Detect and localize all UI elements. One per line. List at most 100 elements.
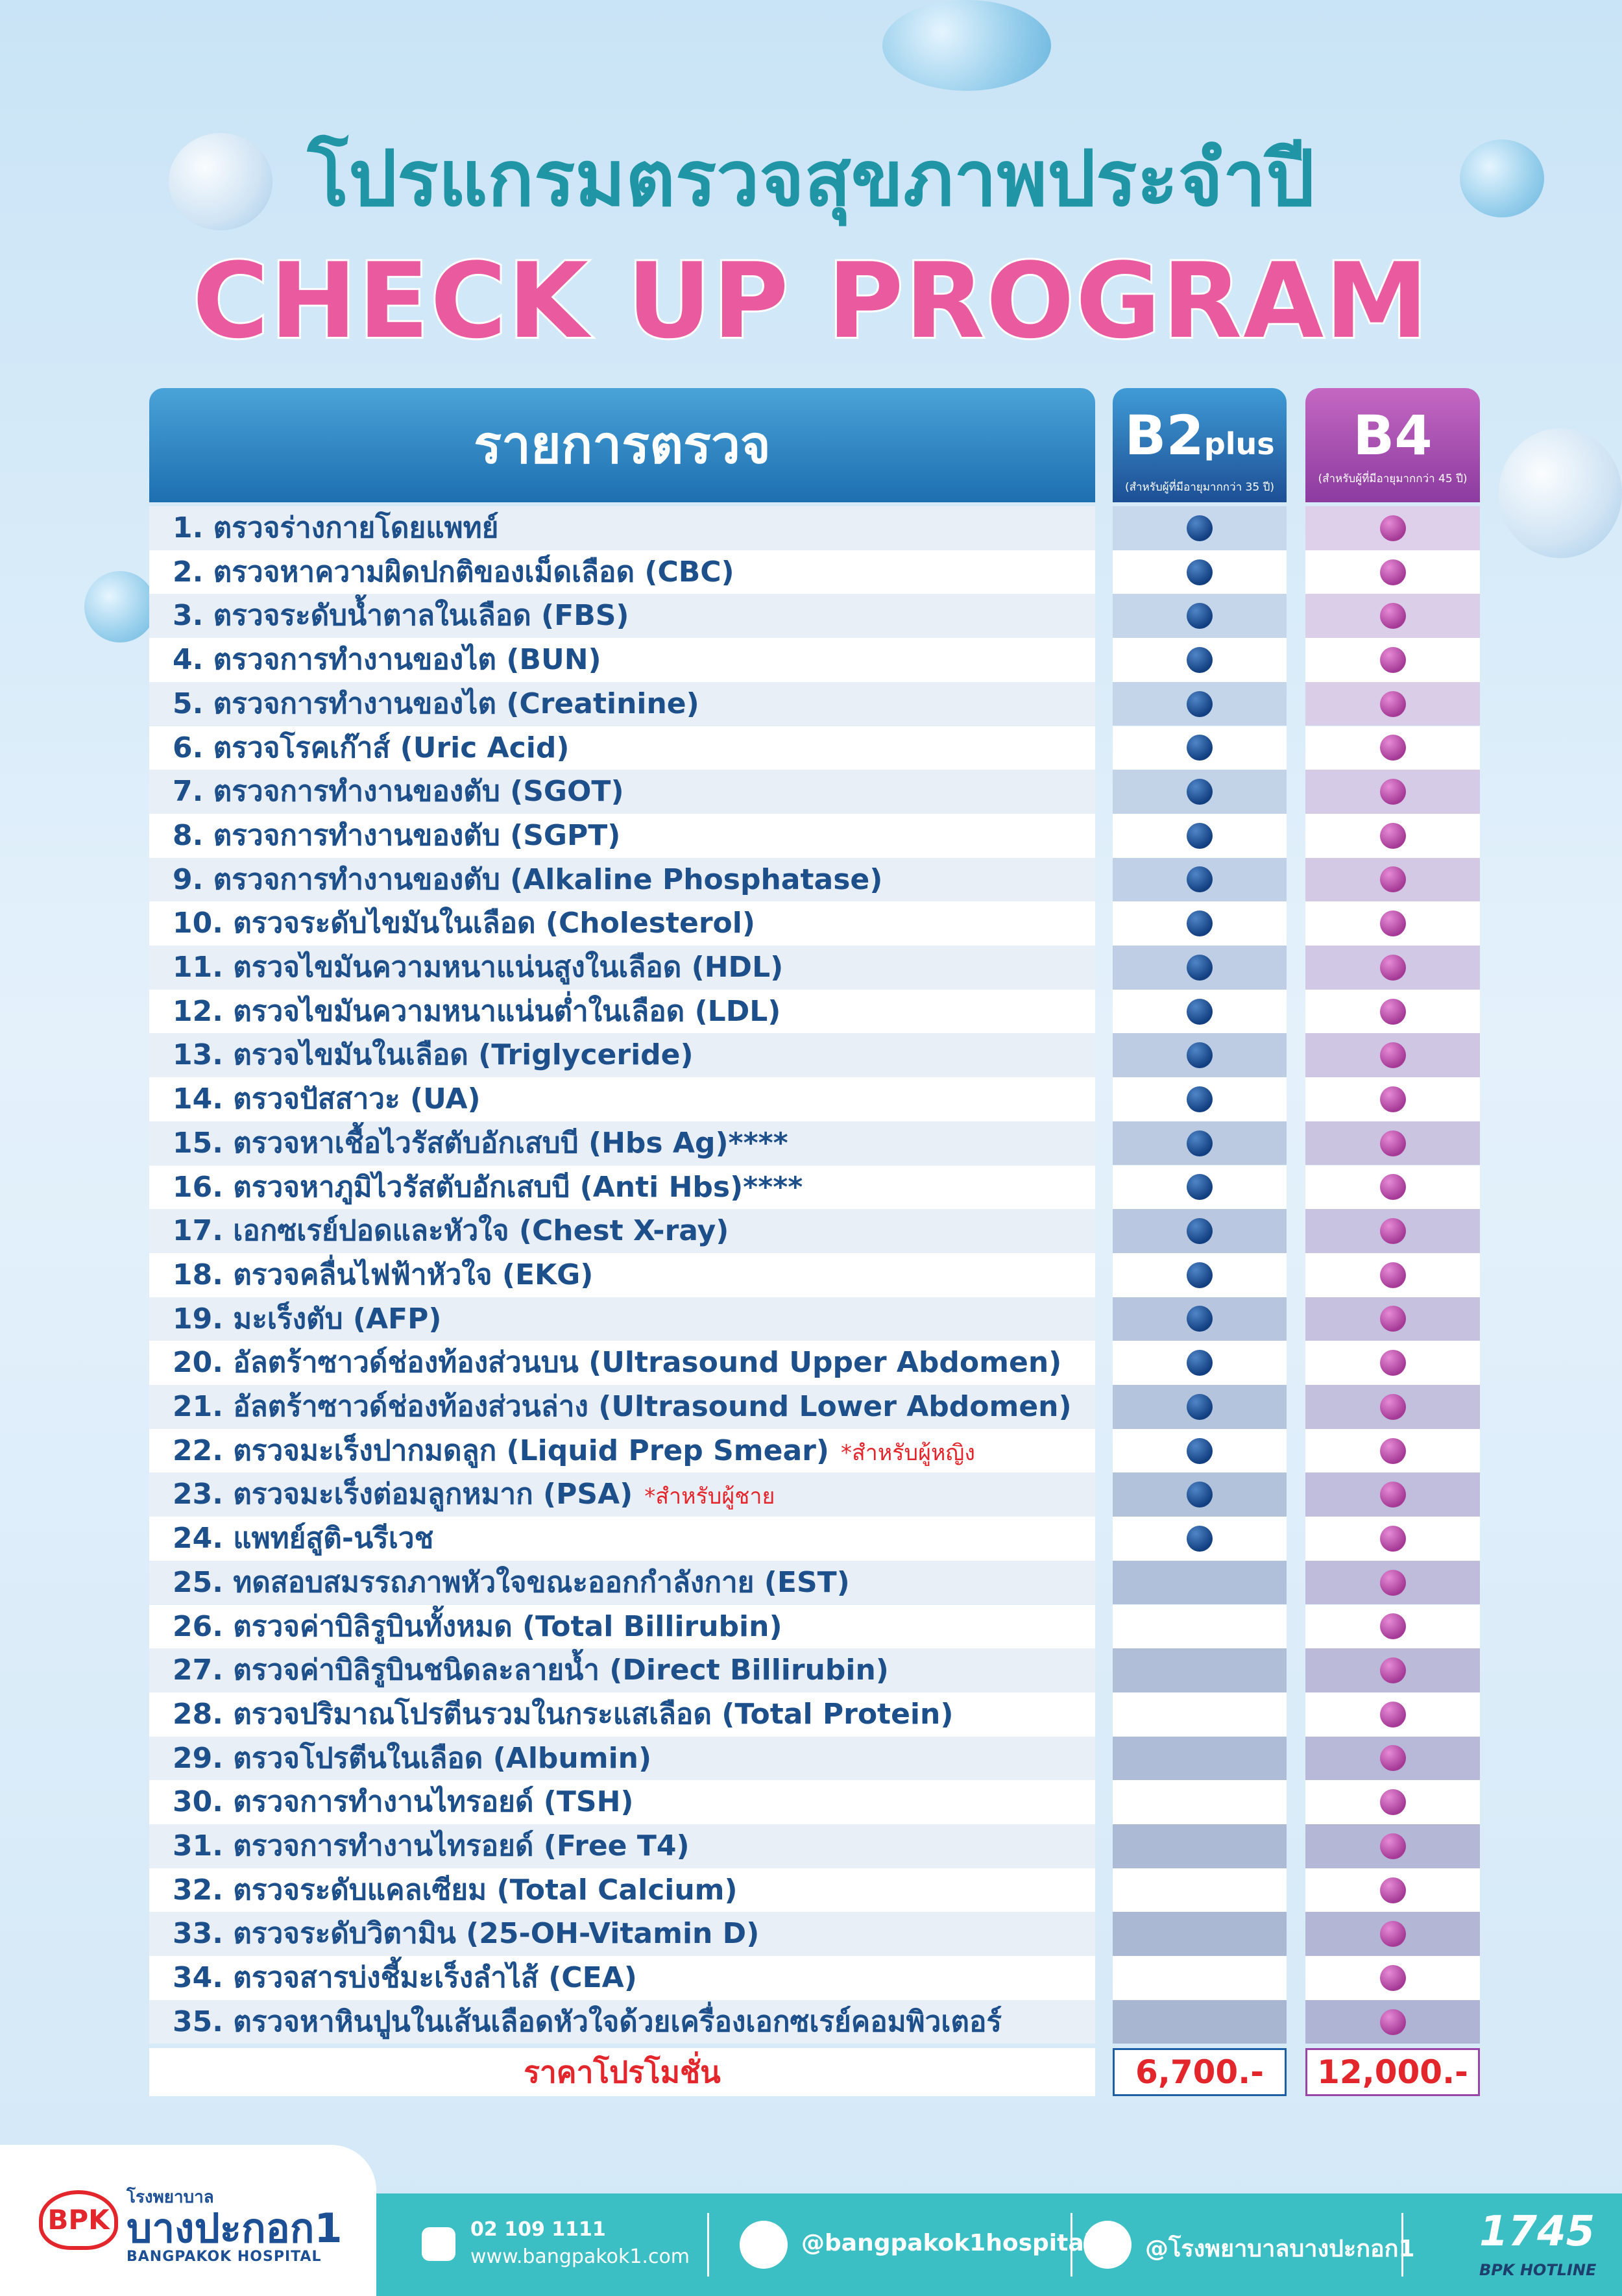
included-dot [1379, 954, 1406, 981]
item-row: 27. ตรวจค่าบิลิรูบินชนิดละลายน้ำ (Direct… [149, 1648, 1095, 1692]
item-text: 20. อัลตร้าซาวด์ช่องท้องส่วนบน (Ultrasou… [173, 1346, 1062, 1380]
item-row: 12. ตรวจไขมันความหนาแน่นต่ำในเลือด (LDL) [149, 989, 1095, 1034]
package-cell [1113, 857, 1287, 902]
logo-english: BANGPAKOK HOSPITAL [127, 2249, 322, 2265]
included-dot [1187, 1437, 1213, 1464]
included-dot [1379, 1877, 1406, 1903]
item-text: 10. ตรวจระดับไขมันในเลือด (Cholesterol) [173, 907, 755, 940]
package-cell [1305, 550, 1480, 594]
included-dot [1379, 1350, 1406, 1376]
package-cell [1113, 989, 1287, 1034]
item-row: 21. อัลตร้าซาวด์ช่องท้องส่วนล่าง (Ultras… [149, 1385, 1095, 1429]
item-text: 32. ตรวจระดับแคลเซียม (Total Calcium) [173, 1873, 738, 1907]
item-text: 23. ตรวจมะเร็งต่อมลูกหมาก (PSA) [173, 1478, 633, 1511]
included-dot [1187, 646, 1213, 673]
included-dot [1379, 1042, 1406, 1069]
package-cell [1113, 594, 1287, 639]
package-cell [1305, 1341, 1480, 1385]
included-dot [1379, 1569, 1406, 1596]
item-text: 1. ตรวจร่างกายโดยแพทย์ [173, 511, 499, 544]
item-row: 33. ตรวจระดับวิตามิน (25-OH-Vitamin D) [149, 1912, 1095, 1957]
package-name: B4 [1305, 406, 1480, 465]
heart-decoration [1460, 140, 1544, 217]
facebook-icon [1083, 2221, 1132, 2269]
item-text: 9. ตรวจการทำงานของตับ (Alkaline Phosphat… [173, 862, 883, 896]
package-cell [1113, 901, 1287, 946]
included-dot [1187, 1086, 1213, 1112]
item-text: 11. ตรวจไขมันความหนาแน่นสูงในเลือด (HDL) [173, 951, 784, 984]
item-header: รายการตรวจ [149, 388, 1095, 502]
item-row: 24. แพทย์สูติ-นรีเวช [149, 1517, 1095, 1561]
item-text: 3. ตรวจระดับน้ำตาลในเลือด (FBS) [173, 599, 629, 633]
package-cell [1305, 770, 1480, 814]
package-cell [1113, 726, 1287, 770]
heart-decoration [1499, 428, 1622, 558]
package-code: B2 [1124, 404, 1204, 467]
package-cell [1113, 1560, 1287, 1605]
price-label-cell: ราคาโปรโมชั่น [149, 2047, 1095, 2096]
included-dot [1379, 1482, 1406, 1508]
item-text: 27. ตรวจค่าบิลิรูบินชนิดละลายน้ำ (Direct… [173, 1654, 889, 1687]
item-row: 1. ตรวจร่างกายโดยแพทย์ [149, 506, 1095, 550]
included-dot [1379, 515, 1406, 541]
item-text: 34. ตรวจสารบ่งชี้มะเร็งลำไส้ (CEA) [173, 1961, 637, 1995]
item-row: 15. ตรวจหาเชื้อไวรัสตับอักเสบบี (Hbs Ag)… [149, 1121, 1095, 1166]
package-cell [1113, 1956, 1287, 2000]
included-dot [1187, 779, 1213, 805]
phone: 02 109 1111 [470, 2218, 606, 2241]
package-cell [1113, 681, 1287, 726]
item-text: 17. เอกซเรย์ปอดและหัวใจ (Chest X-ray) [173, 1214, 729, 1248]
package-note: (สำหรับผู้ที่มีอายุมากกว่า 45 ปี) [1318, 472, 1468, 485]
item-row: 25. ทดสอบสมรรถภาพหัวใจขณะออกกำลังกาย (ES… [149, 1560, 1095, 1605]
package-cell [1113, 1121, 1287, 1166]
package-cell [1305, 1648, 1480, 1692]
package-cell [1113, 770, 1287, 814]
footer-band: 02 109 1111 www.bangpakok1.com @bangpako… [376, 2193, 1622, 2296]
package-cell [1113, 1999, 1287, 2044]
package-cell [1305, 726, 1480, 770]
item-row: 16. ตรวจหาภูมิไวรัสตับอักเสบบี (Anti Hbs… [149, 1165, 1095, 1210]
logo-mark: BPK [39, 2190, 118, 2250]
included-dot [1379, 1262, 1406, 1288]
package-cell [1113, 1912, 1287, 1957]
package-cell [1113, 1033, 1287, 1078]
package-cell [1305, 989, 1480, 1034]
item-row: 20. อัลตร้าซาวด์ช่องท้องส่วนบน (Ultrasou… [149, 1341, 1095, 1385]
item-text: 14. ตรวจปัสสาวะ (UA) [173, 1082, 481, 1116]
divider [1401, 2213, 1403, 2277]
included-dot [1187, 1042, 1213, 1069]
package-cell [1113, 1780, 1287, 1824]
item-text: 29. ตรวจโปรตีนในเลือด (Albumin) [173, 1741, 652, 1775]
item-text: 15. ตรวจหาเชื้อไวรัสตับอักเสบบี (Hbs Ag)… [173, 1126, 788, 1160]
included-dot [1187, 1482, 1213, 1508]
included-dot [1187, 1525, 1213, 1552]
included-dot [1379, 822, 1406, 849]
heart-decoration [84, 571, 156, 642]
package-cell [1113, 1604, 1287, 1649]
package-cell [1305, 594, 1480, 639]
item-row: 23. ตรวจมะเร็งต่อมลูกหมาก (PSA) *สำหรับผู… [149, 1472, 1095, 1517]
item-row: 30. ตรวจการทำงานไทรอยด์ (TSH) [149, 1780, 1095, 1824]
included-dot [1187, 1306, 1213, 1332]
package-cell [1305, 1604, 1480, 1649]
item-text: 6. ตรวจโรคเก๊าส์ (Uric Acid) [173, 731, 570, 764]
package-cell [1113, 1165, 1287, 1210]
included-dot [1379, 1525, 1406, 1552]
included-dot [1187, 515, 1213, 541]
package-cell [1305, 1297, 1480, 1341]
included-dot [1187, 1130, 1213, 1156]
package-cell [1305, 901, 1480, 946]
price: 12,000.- [1305, 2047, 1480, 2096]
package-cell [1305, 1736, 1480, 1781]
package-cell [1305, 1692, 1480, 1737]
included-dot [1187, 1262, 1213, 1288]
logo-name: บางปะกอก1 [127, 2204, 343, 2252]
item-text: 26. ตรวจค่าบิลิรูบินทั้งหมด (Total Billi… [173, 1609, 782, 1643]
package-cell [1305, 1824, 1480, 1868]
included-dot [1379, 910, 1406, 937]
package-cell [1305, 1121, 1480, 1166]
included-dot [1187, 690, 1213, 717]
included-dot [1379, 1657, 1406, 1684]
included-dot [1379, 1086, 1406, 1112]
item-row: 7. ตรวจการทำงานของตับ (SGOT) [149, 770, 1095, 814]
